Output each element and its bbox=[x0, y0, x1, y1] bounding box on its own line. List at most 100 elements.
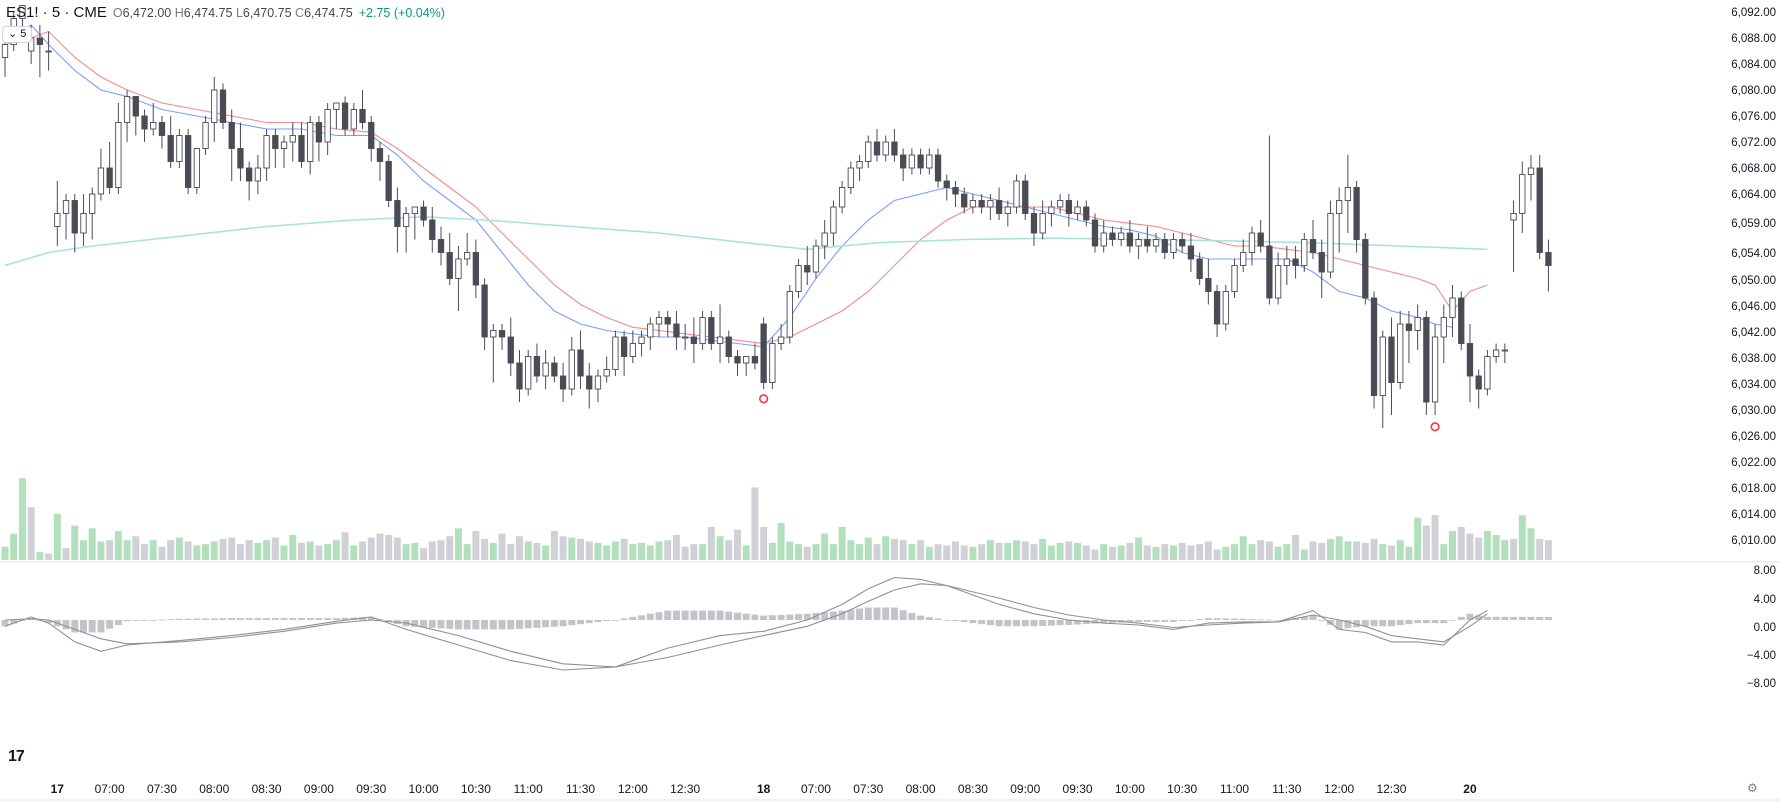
volume-bar bbox=[777, 523, 785, 560]
symbol-title[interactable]: ES1! · 5 · CME bbox=[6, 4, 107, 21]
macd-hist-bar bbox=[978, 620, 986, 625]
macd-hist-bar bbox=[690, 610, 698, 620]
candle-body bbox=[1065, 200, 1072, 214]
macd-hist-bar bbox=[568, 620, 576, 626]
candle-body bbox=[1091, 219, 1099, 247]
candle-body bbox=[446, 252, 453, 279]
macd-hist-bar bbox=[1187, 620, 1195, 621]
settings-gear-icon[interactable]: ⚙ bbox=[1747, 781, 1758, 795]
candle-body bbox=[1510, 213, 1517, 221]
macd-hist-bar bbox=[908, 612, 916, 620]
volume-bar bbox=[1344, 541, 1352, 560]
time-tick-label: 09:00 bbox=[304, 782, 334, 796]
price-tick-label: 6,030.00 bbox=[1731, 405, 1776, 417]
macd-hist-bar bbox=[533, 620, 541, 628]
volume-bar bbox=[254, 542, 262, 560]
macd-hist-bar bbox=[411, 620, 419, 627]
candle-body bbox=[1292, 258, 1299, 266]
candle-body bbox=[804, 265, 811, 273]
candle-body bbox=[359, 109, 366, 123]
volume-bar bbox=[446, 536, 454, 560]
time-tick-label: 08:30 bbox=[252, 782, 282, 796]
candle-body bbox=[1240, 252, 1247, 266]
volume-bar bbox=[45, 553, 53, 560]
macd-hist-bar bbox=[786, 614, 794, 620]
macd-hist-bar bbox=[760, 615, 768, 620]
macd-hist-bar bbox=[106, 620, 114, 629]
volume-bar bbox=[175, 537, 183, 560]
macd-hist-bar bbox=[315, 618, 323, 620]
macd-hist-bar bbox=[1492, 616, 1500, 620]
time-tick-label: 12:30 bbox=[670, 782, 700, 796]
candle-body bbox=[1536, 167, 1543, 253]
volume-bar bbox=[681, 546, 689, 560]
macd-hist-bar bbox=[1257, 619, 1265, 621]
price-tick-label: 6,038.00 bbox=[1731, 353, 1776, 365]
candle-body bbox=[71, 200, 78, 234]
volume-bar bbox=[167, 540, 175, 560]
macd-hist-bar bbox=[1440, 620, 1448, 624]
candle-body bbox=[516, 362, 523, 390]
candle-body bbox=[184, 135, 192, 188]
candle-body bbox=[1152, 239, 1160, 247]
volume-bar bbox=[1091, 549, 1099, 560]
macd-hist-bar bbox=[838, 610, 846, 620]
ma-line bbox=[4, 30, 1488, 345]
volume-bar bbox=[1135, 537, 1143, 560]
indicators-toggle[interactable]: ⌄ 5 bbox=[2, 26, 33, 43]
volume-bar bbox=[585, 541, 593, 560]
volume-bar bbox=[1396, 540, 1404, 560]
volume-bar bbox=[114, 530, 122, 560]
macd-hist-bar bbox=[803, 613, 811, 620]
macd-hist-bar bbox=[1178, 620, 1186, 621]
volume-bar bbox=[1300, 549, 1308, 560]
candle-body bbox=[1161, 239, 1168, 253]
time-tick-label: 12:00 bbox=[1324, 782, 1354, 796]
volume-bar bbox=[1265, 541, 1273, 560]
candle-body bbox=[865, 141, 872, 162]
candle-body bbox=[1301, 239, 1308, 266]
price-tick-label: 6,026.00 bbox=[1731, 431, 1776, 443]
candle-body bbox=[1440, 317, 1447, 338]
volume-bar bbox=[1544, 540, 1552, 560]
volume-bar bbox=[1536, 538, 1544, 560]
candle-body bbox=[743, 356, 750, 364]
macd-hist-bar bbox=[1449, 620, 1457, 621]
candle-body bbox=[150, 122, 157, 130]
macd-hist-bar bbox=[559, 620, 567, 627]
candle-body bbox=[1213, 291, 1221, 325]
volume-bar bbox=[1501, 540, 1509, 560]
low-value: 6,470.75 bbox=[242, 6, 292, 20]
macd-hist-bar bbox=[1239, 618, 1247, 620]
candle-body bbox=[324, 109, 331, 143]
volume-bar bbox=[751, 487, 759, 560]
candle-body bbox=[620, 336, 628, 357]
moving-averages bbox=[4, 24, 1488, 348]
macd-hist-bar bbox=[1196, 619, 1204, 620]
macd-hist-bar bbox=[725, 611, 733, 620]
macd-hist-bar bbox=[1518, 616, 1526, 620]
macd-hist-bar bbox=[925, 617, 933, 620]
candle-body bbox=[1022, 180, 1029, 214]
candle-body bbox=[612, 336, 619, 370]
volume-bar bbox=[1126, 542, 1134, 560]
candle-body bbox=[1405, 323, 1413, 331]
time-tick-label: 08:00 bbox=[199, 782, 229, 796]
macd-hist-bar bbox=[1274, 620, 1282, 621]
candle-body bbox=[89, 193, 96, 214]
macd-hist-bar bbox=[385, 620, 393, 622]
macd-hist-bar bbox=[446, 620, 454, 629]
price-tick-label: 6,022.00 bbox=[1731, 457, 1776, 469]
volume-bar bbox=[106, 540, 114, 560]
macd-hist-bar bbox=[280, 618, 288, 620]
time-axis: 17 07:00 07:30 08:00 08:30 09:00 09:30 10:00 10:… bbox=[0, 782, 1780, 801]
volume-bar bbox=[1047, 545, 1055, 560]
candle-body bbox=[219, 89, 227, 123]
macd-hist-bar bbox=[507, 620, 515, 630]
macd-hist-bar bbox=[1265, 619, 1273, 621]
macd-hist-bar bbox=[193, 618, 201, 620]
volume-bar bbox=[873, 544, 881, 560]
time-tick-label: 17 bbox=[51, 782, 65, 796]
macd-hist-bar bbox=[359, 617, 367, 620]
